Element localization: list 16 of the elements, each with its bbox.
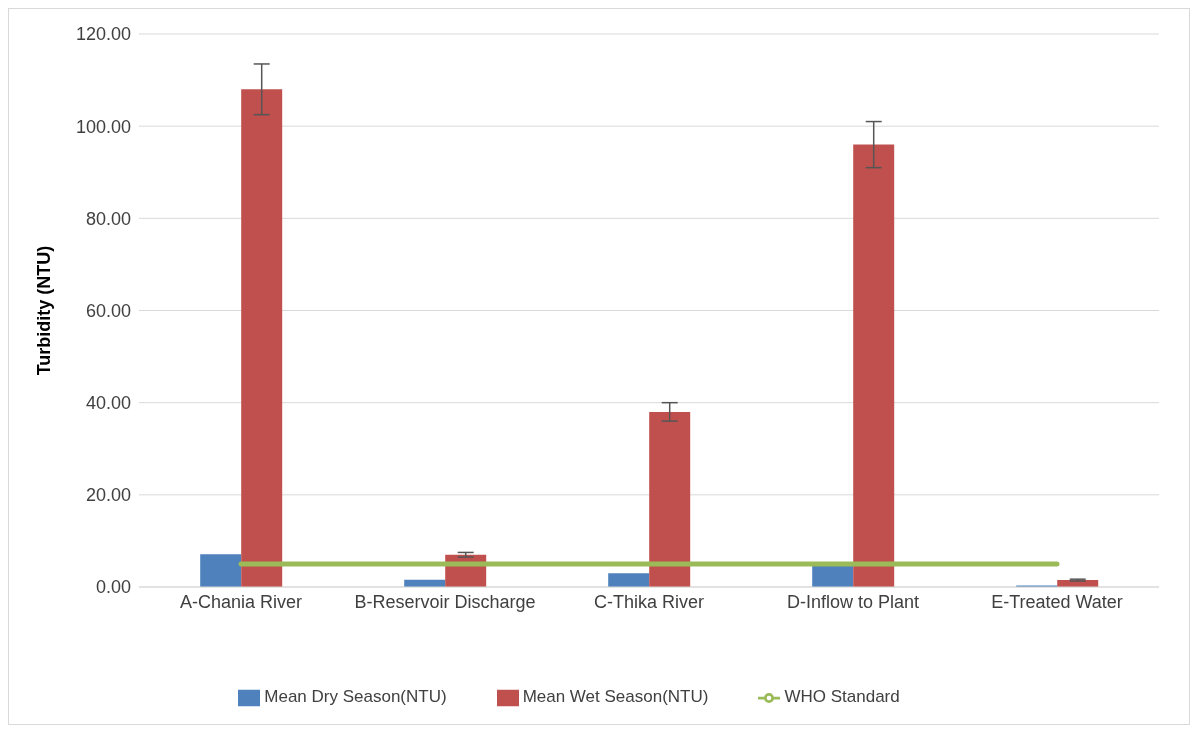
y-tick-label: 0.00 bbox=[95, 577, 131, 598]
legend-label: Mean Wet Season(NTU) bbox=[522, 687, 709, 707]
x-tick-label: C-Thika River bbox=[593, 591, 705, 612]
x-tick-label: B-Reservoir Discharge bbox=[354, 591, 536, 612]
y-tick-label: 100.00 bbox=[75, 116, 131, 137]
x-tick-label: A-Chania River bbox=[179, 591, 303, 612]
y-tick-label: 120.00 bbox=[75, 24, 131, 45]
y-tick-label: 40.00 bbox=[85, 393, 131, 414]
x-tick-label: D-Inflow to Plant bbox=[786, 591, 920, 612]
legend-label: Mean Dry Season(NTU) bbox=[264, 687, 447, 707]
y-axis-title: Turbidity (NTU) bbox=[34, 245, 55, 376]
y-tick-label: 60.00 bbox=[85, 300, 131, 321]
y-tick-label: 80.00 bbox=[85, 208, 131, 229]
y-tick-label: 20.00 bbox=[85, 485, 131, 506]
legend-label: WHO Standard bbox=[784, 687, 900, 707]
x-tick-label: E-Treated Water bbox=[991, 591, 1123, 612]
